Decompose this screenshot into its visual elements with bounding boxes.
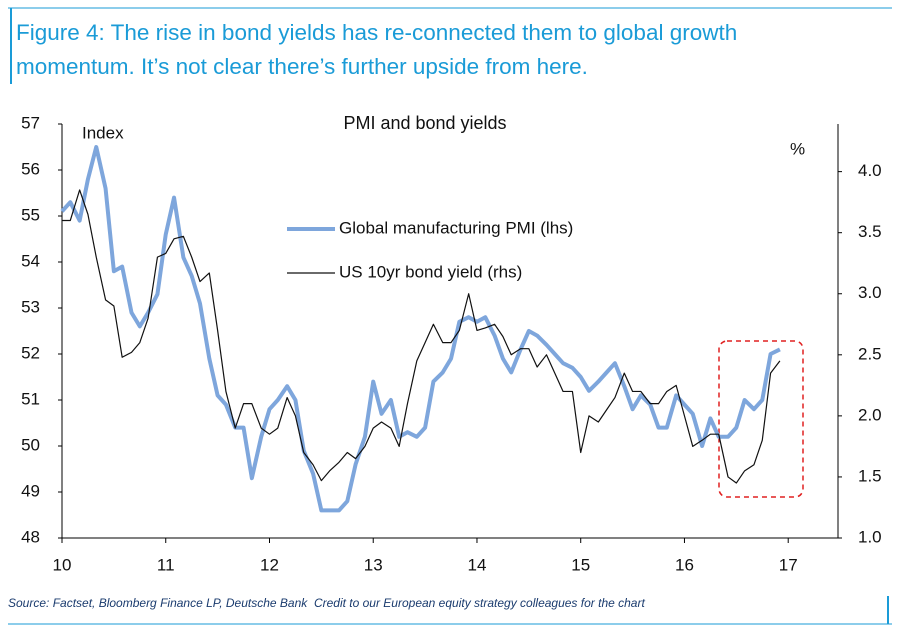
y2-tick-label: 4.0 (858, 161, 882, 180)
y-tick-label: 52 (21, 343, 40, 362)
series-line (60, 145, 781, 513)
y2-axis-label: % (790, 139, 805, 158)
y-tick-label: 55 (21, 205, 40, 224)
y2-tick-label: 3.0 (858, 283, 882, 302)
y-tick-label: 48 (21, 527, 40, 546)
y2-tick-label: 1.0 (858, 527, 882, 546)
y-tick-label: 56 (21, 159, 40, 178)
highlight-box (718, 340, 804, 498)
chart-title: PMI and bond yields (343, 113, 506, 133)
figure-caption: Figure 4: The rise in bond yields has re… (16, 20, 738, 79)
x-tick-label: 15 (571, 555, 590, 574)
y2-tick-label: 2.0 (858, 405, 882, 424)
y-tick-label: 54 (21, 251, 40, 270)
x-tick-label: 11 (157, 555, 175, 574)
x-tick-label: 17 (779, 555, 798, 574)
x-tick-label: 12 (260, 555, 279, 574)
y2-tick-label: 2.5 (858, 344, 882, 363)
x-tick-label: 16 (675, 555, 694, 574)
source-note: Source: Factset, Bloomberg Finance LP, D… (8, 596, 645, 610)
y-tick-label: 53 (21, 297, 40, 316)
legend-label: US 10yr bond yield (rhs) (339, 262, 522, 281)
y-tick-label: 51 (21, 389, 40, 408)
y-tick-label: 57 (21, 113, 40, 132)
y-tick-label: 50 (21, 435, 40, 454)
x-tick-label: 13 (364, 555, 383, 574)
y-axis-label: Index (82, 123, 124, 142)
y2-tick-label: 1.5 (858, 466, 882, 485)
legend-label: Global manufacturing PMI (lhs) (339, 218, 573, 237)
x-tick-label: 10 (53, 555, 72, 574)
y2-tick-label: 3.5 (858, 222, 882, 241)
y-tick-label: 49 (21, 481, 40, 500)
series-line (62, 189, 781, 484)
x-tick-label: 14 (468, 555, 487, 574)
